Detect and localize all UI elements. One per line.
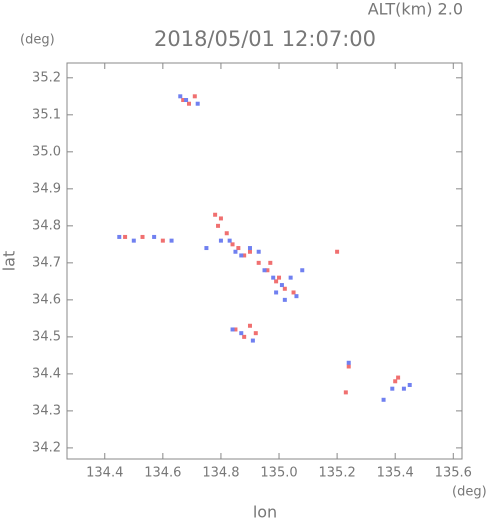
echo-point: [407, 382, 412, 387]
plot-frame: [66, 62, 463, 460]
echo-point: [247, 249, 252, 254]
echo-point: [256, 260, 261, 265]
echo-point: [131, 238, 136, 243]
echo-point: [253, 331, 258, 336]
echo-point: [288, 275, 293, 280]
x-tick-label: 134.4: [86, 466, 123, 481]
echo-point: [343, 390, 348, 395]
echo-point: [233, 327, 238, 332]
echo-point: [192, 94, 197, 99]
echo-point: [265, 268, 270, 273]
echo-point: [277, 275, 282, 280]
echo-point: [401, 386, 406, 391]
echo-point: [335, 249, 340, 254]
x-tick-label: 135.0: [260, 466, 297, 481]
y-tick-label: 34.3: [32, 403, 61, 418]
echo-point: [152, 234, 157, 239]
echo-point: [236, 246, 241, 251]
echo-point: [247, 323, 252, 328]
y-tick-label: 35.2: [32, 70, 61, 85]
echo-point: [230, 242, 235, 247]
chart-subtitle: ALT(km) 2.0: [368, 0, 463, 19]
x-tick-label: 134.6: [144, 466, 181, 481]
y-tick-label: 34.8: [32, 218, 61, 233]
echo-point: [117, 234, 122, 239]
echo-point: [184, 98, 189, 103]
echo-point: [381, 397, 386, 402]
y-tick-label: 34.2: [32, 440, 61, 455]
y-unit: (deg): [20, 33, 55, 48]
echo-point: [262, 268, 267, 273]
echo-point: [230, 327, 235, 332]
echo-point: [268, 260, 273, 265]
echo-point: [274, 279, 279, 284]
echo-point: [213, 212, 218, 217]
echo-point: [195, 101, 200, 106]
echo-point: [160, 238, 165, 243]
echo-point: [169, 238, 174, 243]
echo-point: [274, 290, 279, 295]
echo-point: [140, 234, 145, 239]
echo-point: [282, 286, 287, 291]
echo-point: [233, 249, 238, 254]
y-axis-label: lat: [0, 251, 19, 272]
y-tick-label: 34.6: [32, 292, 61, 307]
echo-point: [346, 364, 351, 369]
echo-point: [279, 283, 284, 288]
echo-point: [218, 216, 223, 221]
echo-point: [393, 379, 398, 384]
x-unit: (deg): [452, 485, 487, 500]
echo-point: [300, 268, 305, 273]
x-tick-label: 135.6: [435, 466, 472, 481]
x-tick-label: 135.2: [319, 466, 356, 481]
echo-point: [396, 375, 401, 380]
echo-point: [250, 338, 255, 343]
chart-title: 2018/05/01 12:07:00: [154, 27, 376, 51]
echo-point: [178, 94, 183, 99]
y-tick-label: 35.0: [32, 144, 61, 159]
echo-point: [271, 275, 276, 280]
echo-point: [282, 297, 287, 302]
echo-point: [218, 238, 223, 243]
echo-point: [294, 294, 299, 299]
x-tick-label: 134.8: [202, 466, 239, 481]
echo-point: [204, 246, 209, 251]
echo-point: [227, 238, 232, 243]
x-axis-label: lon: [253, 503, 277, 522]
echo-point: [216, 223, 221, 228]
y-tick-label: 34.7: [32, 255, 61, 270]
echo-point: [224, 231, 229, 236]
echo-point: [390, 386, 395, 391]
y-tick-label: 34.4: [32, 366, 61, 381]
y-tick-label: 35.1: [32, 107, 61, 122]
echo-point: [242, 334, 247, 339]
echo-point: [247, 246, 252, 251]
echo-point: [291, 290, 296, 295]
y-tick-label: 34.9: [32, 181, 61, 196]
echo-point: [242, 253, 247, 258]
echo-point: [186, 101, 191, 106]
echo-point: [181, 98, 186, 103]
x-tick-label: 135.4: [377, 466, 414, 481]
echo-point: [346, 360, 351, 365]
echo-point: [239, 331, 244, 336]
echo-point: [123, 234, 128, 239]
echo-point: [256, 249, 261, 254]
y-tick-label: 34.5: [32, 329, 61, 344]
echo-point: [239, 253, 244, 258]
